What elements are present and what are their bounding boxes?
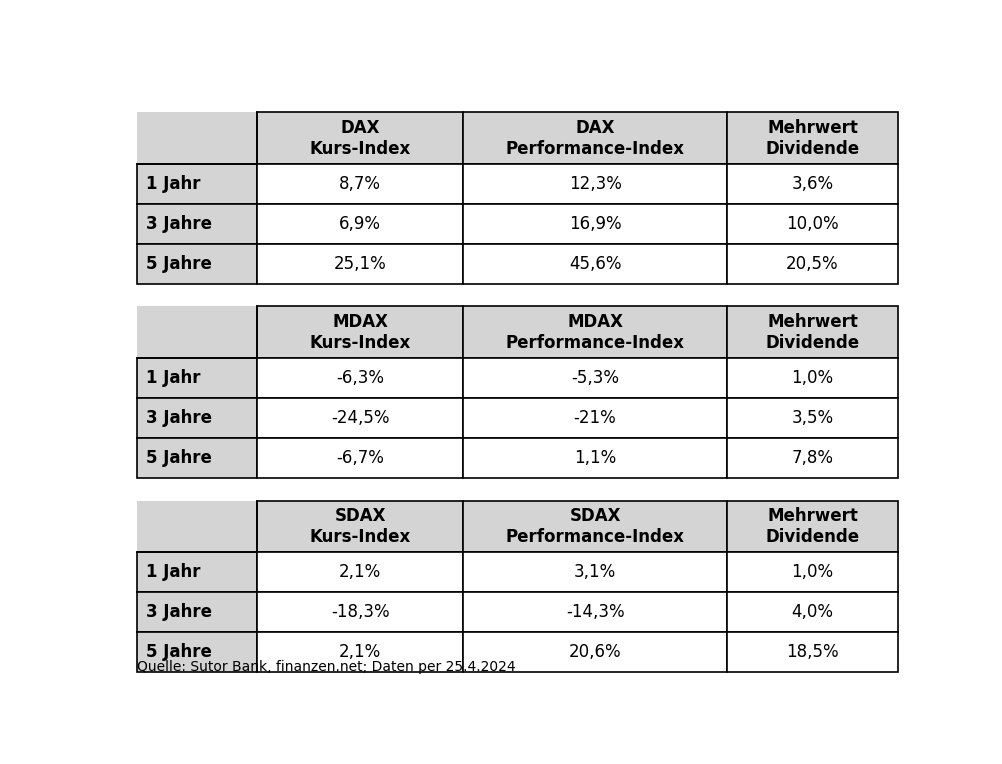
Text: Mehrwert
Dividende: Mehrwert Dividende [766, 118, 860, 157]
Bar [137, 164, 258, 204]
Bar [463, 112, 727, 164]
Text: Mehrwert
Dividende: Mehrwert Dividende [766, 313, 860, 351]
Text: -6,3%: -6,3% [336, 369, 384, 387]
Bar [463, 500, 727, 552]
Bar [258, 592, 463, 633]
Text: 1 Jahr: 1 Jahr [146, 175, 200, 193]
Text: 1,1%: 1,1% [574, 449, 616, 467]
Text: 16,9%: 16,9% [569, 215, 621, 233]
Bar [727, 244, 898, 284]
Text: 7,8%: 7,8% [792, 449, 834, 467]
Bar [258, 244, 463, 284]
Text: MDAX
Performance-Index: MDAX Performance-Index [506, 313, 684, 351]
Bar [463, 204, 727, 244]
Text: MDAX
Kurs-Index: MDAX Kurs-Index [310, 313, 411, 351]
Bar [463, 164, 727, 204]
Bar [258, 358, 463, 398]
Bar [463, 592, 727, 633]
Text: 3,6%: 3,6% [792, 175, 834, 193]
Text: 20,5%: 20,5% [787, 255, 839, 273]
Text: 5 Jahre: 5 Jahre [146, 255, 212, 273]
Text: Mehrwert
Dividende: Mehrwert Dividende [766, 507, 860, 545]
Bar [258, 398, 463, 439]
Text: -5,3%: -5,3% [571, 369, 619, 387]
Bar [463, 306, 727, 358]
Text: -24,5%: -24,5% [331, 410, 390, 427]
Text: 6,9%: 6,9% [339, 215, 381, 233]
Bar [137, 633, 258, 672]
Bar [463, 439, 727, 478]
Bar [727, 552, 898, 592]
Text: 1,0%: 1,0% [792, 563, 834, 581]
Text: Quelle: Sutor Bank, finanzen.net; Daten per 25.4.2024: Quelle: Sutor Bank, finanzen.net; Daten … [137, 660, 515, 674]
Text: 2,1%: 2,1% [339, 643, 382, 662]
Text: 25,1%: 25,1% [334, 255, 387, 273]
Bar [137, 244, 258, 284]
Bar [727, 633, 898, 672]
Bar [137, 204, 258, 244]
Text: 2,1%: 2,1% [339, 563, 382, 581]
Text: 3,5%: 3,5% [792, 410, 834, 427]
Bar [258, 204, 463, 244]
Bar [137, 358, 258, 398]
Text: -6,7%: -6,7% [337, 449, 384, 467]
Text: 3 Jahre: 3 Jahre [146, 410, 212, 427]
Bar [727, 164, 898, 204]
Bar [463, 244, 727, 284]
Bar [463, 358, 727, 398]
Bar [258, 439, 463, 478]
Text: SDAX
Performance-Index: SDAX Performance-Index [506, 507, 684, 545]
Bar [137, 500, 258, 552]
Bar [727, 439, 898, 478]
Bar [137, 306, 258, 358]
Bar [727, 306, 898, 358]
Text: -14,3%: -14,3% [566, 604, 624, 621]
Bar [137, 592, 258, 633]
Bar [463, 633, 727, 672]
Bar [137, 398, 258, 439]
Text: 20,6%: 20,6% [569, 643, 621, 662]
Text: 3,1%: 3,1% [574, 563, 616, 581]
Text: 45,6%: 45,6% [569, 255, 621, 273]
Bar [727, 500, 898, 552]
Text: 10,0%: 10,0% [787, 215, 839, 233]
Text: -18,3%: -18,3% [331, 604, 390, 621]
Text: 1,0%: 1,0% [792, 369, 834, 387]
Text: 1 Jahr: 1 Jahr [146, 563, 200, 581]
Bar [463, 552, 727, 592]
Bar [727, 204, 898, 244]
Bar [258, 633, 463, 672]
Text: 1 Jahr: 1 Jahr [146, 369, 200, 387]
Bar [463, 398, 727, 439]
Text: 18,5%: 18,5% [787, 643, 839, 662]
Text: 5 Jahre: 5 Jahre [146, 449, 212, 467]
Text: 3 Jahre: 3 Jahre [146, 604, 212, 621]
Text: 3 Jahre: 3 Jahre [146, 215, 212, 233]
Text: 8,7%: 8,7% [339, 175, 381, 193]
Bar [258, 306, 463, 358]
Bar [258, 500, 463, 552]
Bar [727, 112, 898, 164]
Text: SDAX
Kurs-Index: SDAX Kurs-Index [310, 507, 411, 545]
Bar [727, 398, 898, 439]
Text: 4,0%: 4,0% [792, 604, 834, 621]
Bar [727, 592, 898, 633]
Bar [258, 112, 463, 164]
Bar [727, 358, 898, 398]
Text: 12,3%: 12,3% [568, 175, 621, 193]
Bar [137, 112, 258, 164]
Text: DAX
Performance-Index: DAX Performance-Index [506, 118, 684, 157]
Text: -21%: -21% [574, 410, 616, 427]
Bar [258, 552, 463, 592]
Bar [137, 439, 258, 478]
Text: DAX
Kurs-Index: DAX Kurs-Index [310, 118, 411, 157]
Bar [137, 552, 258, 592]
Text: 5 Jahre: 5 Jahre [146, 643, 212, 662]
Bar [258, 164, 463, 204]
